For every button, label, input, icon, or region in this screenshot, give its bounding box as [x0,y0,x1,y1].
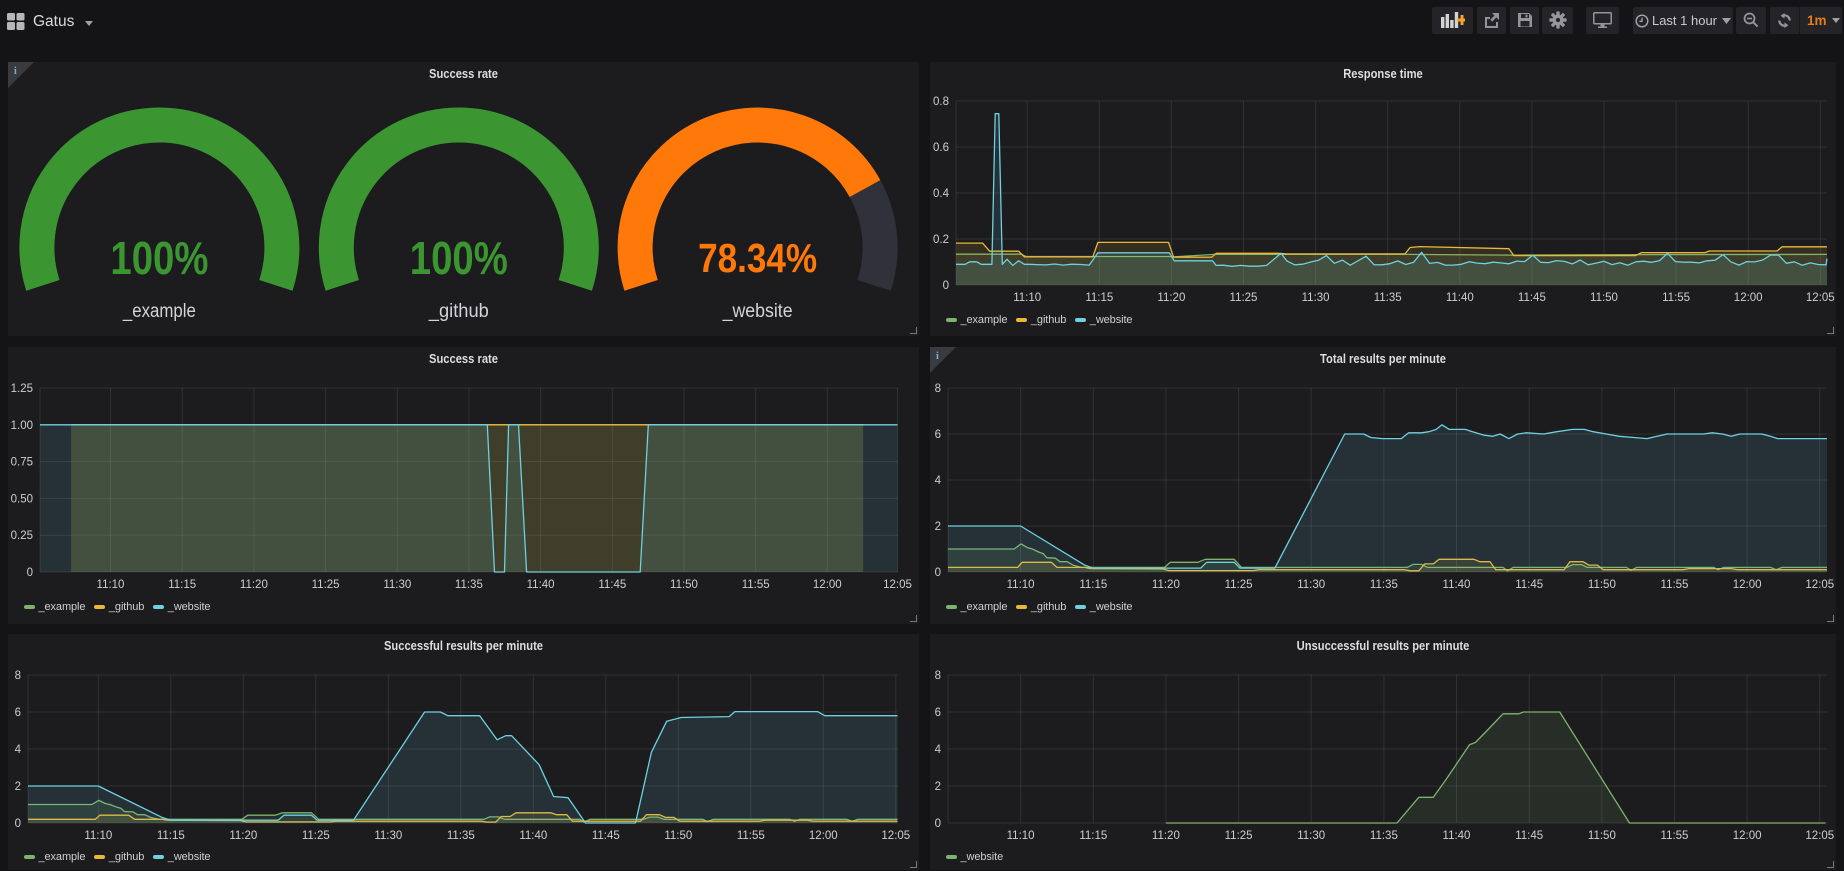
svg-text:11:45: 11:45 [598,579,626,591]
svg-text:12:05: 12:05 [883,579,912,591]
svg-text:11:25: 11:25 [1225,579,1253,591]
svg-text:11:50: 11:50 [670,579,698,591]
svg-text:12:00: 12:00 [1734,292,1763,304]
svg-text:11:10: 11:10 [1013,292,1041,304]
svg-text:11:15: 11:15 [157,830,185,842]
svg-text:11:55: 11:55 [1662,292,1690,304]
svg-text:12:05: 12:05 [1805,830,1834,842]
svg-text:100%: 100% [110,232,208,284]
svg-text:12:00: 12:00 [813,579,842,591]
svg-text:11:20: 11:20 [1152,579,1180,591]
svg-text:_website: _website [722,301,793,322]
svg-text:11:25: 11:25 [1225,830,1253,842]
svg-text:8: 8 [15,670,21,682]
svg-text:i: i [936,351,939,362]
svg-text:11:40: 11:40 [1443,579,1471,591]
svg-text:6: 6 [935,429,941,441]
svg-text:11:30: 11:30 [1302,292,1330,304]
svg-text:0.8: 0.8 [933,96,949,108]
svg-text:11:10: 11:10 [1007,579,1035,591]
svg-text:12:00: 12:00 [1733,579,1762,591]
svg-text:11:50: 11:50 [1590,292,1618,304]
svg-text:11:35: 11:35 [1370,830,1398,842]
svg-text:12:05: 12:05 [881,830,910,842]
svg-text:12:00: 12:00 [1733,830,1762,842]
svg-text:11:15: 11:15 [168,579,196,591]
svg-text:78.34%: 78.34% [698,235,817,281]
svg-text:0.2: 0.2 [933,234,949,246]
svg-text:0: 0 [935,567,941,579]
svg-text:11:20: 11:20 [1157,292,1185,304]
svg-text:6: 6 [935,707,941,719]
svg-text:11:55: 11:55 [742,579,770,591]
svg-text:0: 0 [935,818,941,830]
svg-text:11:10: 11:10 [84,830,112,842]
svg-text:_example: _example [122,301,196,322]
svg-text:11:25: 11:25 [302,830,330,842]
svg-text:11:55: 11:55 [737,830,765,842]
svg-text:0.75: 0.75 [11,457,33,469]
svg-text:11:45: 11:45 [1515,579,1543,591]
svg-text:11:15: 11:15 [1079,579,1107,591]
svg-text:0.25: 0.25 [11,530,33,542]
svg-text:11:25: 11:25 [312,579,340,591]
svg-text:11:40: 11:40 [519,830,547,842]
svg-text:11:35: 11:35 [1370,579,1398,591]
svg-text:0: 0 [15,818,21,830]
svg-text:11:15: 11:15 [1085,292,1113,304]
svg-text:11:45: 11:45 [1515,830,1543,842]
svg-text:11:10: 11:10 [97,579,125,591]
svg-text:100%: 100% [410,232,508,284]
svg-text:11:40: 11:40 [527,579,555,591]
svg-text:0.6: 0.6 [933,142,949,154]
svg-text:11:50: 11:50 [1588,579,1616,591]
svg-text:11:35: 11:35 [1374,292,1402,304]
svg-text:11:40: 11:40 [1446,292,1474,304]
svg-text:8: 8 [935,670,941,682]
svg-text:4: 4 [935,744,942,756]
svg-text:2: 2 [935,781,941,793]
svg-text:11:20: 11:20 [229,830,257,842]
svg-text:i: i [14,66,17,77]
svg-text:11:55: 11:55 [1661,579,1689,591]
svg-text:4: 4 [15,744,22,756]
svg-text:11:20: 11:20 [1152,830,1180,842]
svg-text:11:20: 11:20 [240,579,268,591]
svg-text:12:05: 12:05 [1806,292,1835,304]
svg-text:6: 6 [15,707,21,719]
svg-text:11:45: 11:45 [592,830,620,842]
svg-text:11:50: 11:50 [1588,830,1616,842]
svg-text:11:10: 11:10 [1007,830,1035,842]
svg-text:8: 8 [935,383,941,395]
svg-text:11:35: 11:35 [455,579,483,591]
svg-text:11:50: 11:50 [664,830,692,842]
svg-text:1.00: 1.00 [11,420,33,432]
svg-text:11:30: 11:30 [1297,830,1325,842]
svg-text:4: 4 [935,475,942,487]
svg-text:11:30: 11:30 [383,579,411,591]
svg-text:12:00: 12:00 [809,830,838,842]
svg-text:0: 0 [943,280,949,292]
svg-text:2: 2 [15,781,21,793]
svg-text:12:05: 12:05 [1805,579,1834,591]
svg-text:11:40: 11:40 [1443,830,1471,842]
svg-text:11:55: 11:55 [1661,830,1689,842]
svg-text:11:35: 11:35 [447,830,475,842]
svg-text:_github: _github [428,301,489,322]
svg-text:11:15: 11:15 [1079,830,1107,842]
svg-text:1.25: 1.25 [11,383,33,395]
svg-text:11:30: 11:30 [374,830,402,842]
svg-text:11:45: 11:45 [1518,292,1546,304]
svg-text:0: 0 [27,567,33,579]
svg-text:11:25: 11:25 [1230,292,1258,304]
svg-text:11:30: 11:30 [1297,579,1325,591]
svg-text:0.4: 0.4 [933,188,950,200]
svg-text:2: 2 [935,521,941,533]
svg-text:0.50: 0.50 [11,493,33,505]
